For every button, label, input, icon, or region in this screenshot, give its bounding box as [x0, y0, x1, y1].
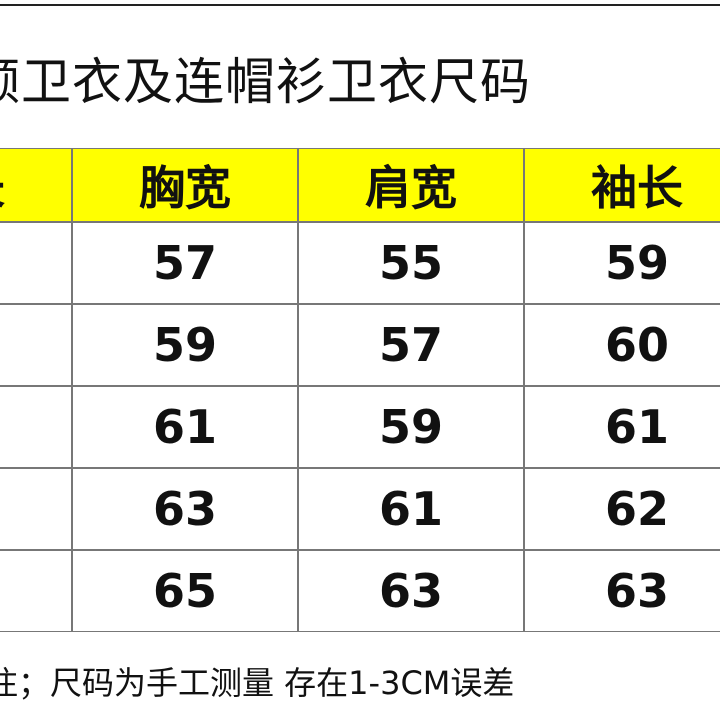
cell	[0, 468, 72, 550]
top-border	[0, 4, 720, 6]
note: 注；尺码为手工测量 存在1-3CM误差	[0, 664, 515, 702]
value-cell: 61	[72, 386, 298, 468]
header-cell: 袖长	[524, 148, 720, 222]
value-cell: 57	[298, 304, 524, 386]
header-cell: 衣长	[0, 148, 72, 222]
value-cell: 61	[298, 468, 524, 550]
cell	[0, 222, 72, 304]
value-cell: 57	[72, 222, 298, 304]
title: 领卫衣及连帽衫卫衣尺码	[0, 53, 531, 111]
cell	[0, 550, 72, 632]
value-cell: 60	[524, 304, 720, 386]
header-cell: 胸宽	[72, 148, 298, 222]
cell	[0, 386, 72, 468]
value-cell: 63	[298, 550, 524, 632]
value-cell: 61	[524, 386, 720, 468]
header-cell: 肩宽	[298, 148, 524, 222]
value-cell: 55	[298, 222, 524, 304]
value-cell: 59	[298, 386, 524, 468]
value-cell: 63	[524, 550, 720, 632]
value-cell: 59	[524, 222, 720, 304]
value-cell: 59	[72, 304, 298, 386]
value-cell: 63	[72, 468, 298, 550]
value-cell: 62	[524, 468, 720, 550]
value-cell: 65	[72, 550, 298, 632]
cell	[0, 304, 72, 386]
